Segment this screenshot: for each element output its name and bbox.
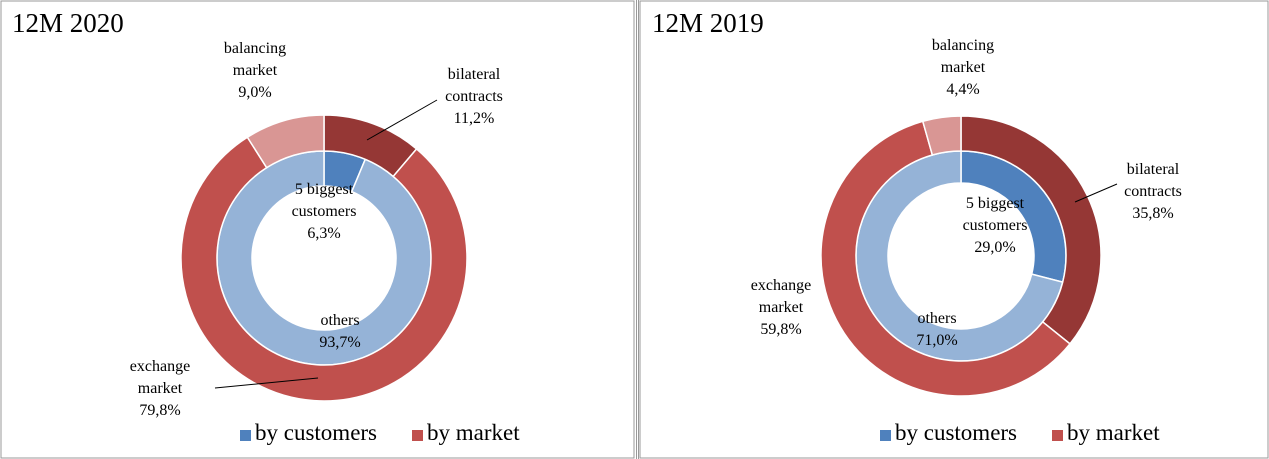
value-label: 6,3%: [307, 225, 341, 242]
category-label: exchange market: [129, 358, 191, 397]
data-label: balancing market 4,4%: [918, 35, 1008, 101]
value-label: 93,7%: [319, 334, 361, 351]
legend-label: by market: [1067, 420, 1160, 445]
value-label: 9,0%: [238, 84, 272, 101]
value-label: 29,0%: [974, 239, 1016, 256]
category-label: balancing market: [223, 40, 287, 79]
category-label: 5 biggest customers: [291, 181, 357, 220]
value-label: 4,4%: [946, 81, 980, 98]
data-label: others 93,7%: [295, 310, 385, 354]
data-label: bilateral contracts 35,8%: [1106, 159, 1201, 225]
value-label: 11,2%: [453, 110, 495, 127]
category-label: bilateral contracts: [445, 66, 503, 105]
panel-border: [639, 0, 1269, 459]
legend-label: by customers: [895, 420, 1018, 445]
chart-title: 12M 2020: [12, 8, 124, 38]
category-label: exchange market: [750, 277, 812, 316]
legend-swatch: [240, 430, 251, 441]
value-label: 35,8%: [1132, 205, 1174, 222]
value-label: 71,0%: [916, 332, 958, 349]
donut-slice: [820, 120, 1072, 397]
donut-slice: [921, 115, 962, 156]
category-label: others: [320, 312, 360, 329]
data-label: 5 biggest customers 6,3%: [277, 179, 372, 245]
data-label: others 71,0%: [892, 308, 982, 352]
chart-title: 12M 2019: [652, 8, 764, 38]
leader-line: [1074, 183, 1118, 203]
data-label: bilateral contracts 11,2%: [427, 64, 522, 130]
category-label: bilateral contracts: [1124, 161, 1182, 200]
category-label: 5 biggest customers: [962, 195, 1028, 234]
donut-slice: [246, 114, 325, 169]
category-label: others: [917, 310, 957, 327]
value-label: 79,8%: [139, 402, 181, 419]
legend-label: by market: [427, 420, 520, 445]
legend-swatch: [1052, 430, 1063, 441]
donut-slice: [180, 136, 468, 402]
data-label: 5 biggest customers 29,0%: [948, 193, 1043, 259]
leader-line: [214, 377, 319, 389]
legend-swatch: [412, 430, 423, 441]
panel-border: [0, 0, 635, 459]
legend-swatch: [880, 430, 891, 441]
data-label: exchange market 79,8%: [115, 356, 205, 422]
data-label: exchange market 59,8%: [736, 275, 826, 341]
category-label: balancing market: [931, 37, 995, 76]
data-label: balancing market 9,0%: [210, 38, 300, 104]
value-label: 59,8%: [760, 321, 802, 338]
leader-line: [366, 99, 438, 141]
legend-label: by customers: [255, 420, 378, 445]
